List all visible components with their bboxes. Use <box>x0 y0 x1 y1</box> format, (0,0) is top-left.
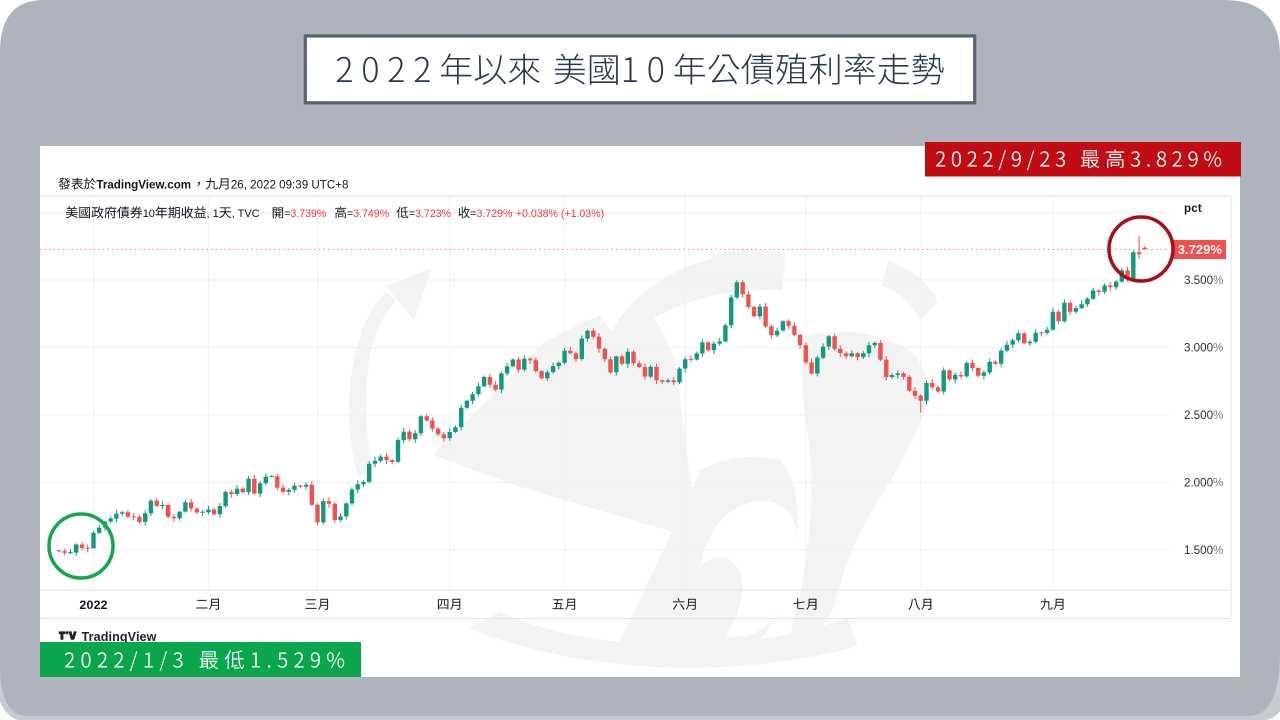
svg-text:3.500: 3.500 <box>1184 274 1213 287</box>
svg-text:=: = <box>409 208 415 220</box>
svg-text:3.729%: 3.729% <box>477 208 514 220</box>
svg-text:%: % <box>1213 477 1223 490</box>
svg-text:%: % <box>1213 342 1223 355</box>
svg-text:=: = <box>284 208 290 220</box>
svg-text:10: 10 <box>143 208 155 220</box>
svg-text:26, 2022 09:39 UTC+8: 26, 2022 09:39 UTC+8 <box>231 179 349 192</box>
svg-text:2.000: 2.000 <box>1184 477 1213 490</box>
svg-text:3.749%: 3.749% <box>353 208 390 220</box>
svg-text:2.500: 2.500 <box>1184 409 1213 422</box>
svg-text:%: % <box>1213 274 1223 287</box>
svg-text:%: % <box>1213 544 1223 557</box>
svg-text:3.000: 3.000 <box>1184 342 1213 355</box>
svg-text:2022: 2022 <box>79 598 107 612</box>
svg-text:TradingView.com: TradingView.com <box>96 179 191 192</box>
svg-text:3.729%: 3.729% <box>1178 242 1223 257</box>
svg-text:TradingView: TradingView <box>82 630 157 644</box>
svg-text:pct: pct <box>1184 203 1202 215</box>
svg-text:1.500: 1.500 <box>1184 544 1213 557</box>
svg-text:=: = <box>347 208 353 220</box>
svg-text:3.723%: 3.723% <box>415 208 452 220</box>
svg-text:%: % <box>1213 409 1223 422</box>
svg-text:3.739%: 3.739% <box>290 208 327 220</box>
svg-text:+0.038% (+1.03%): +0.038% (+1.03%) <box>516 208 604 220</box>
svg-text:, 1: , 1 <box>207 208 219 220</box>
svg-text:=: = <box>470 208 476 220</box>
svg-text:, TVC: , TVC <box>232 208 260 220</box>
